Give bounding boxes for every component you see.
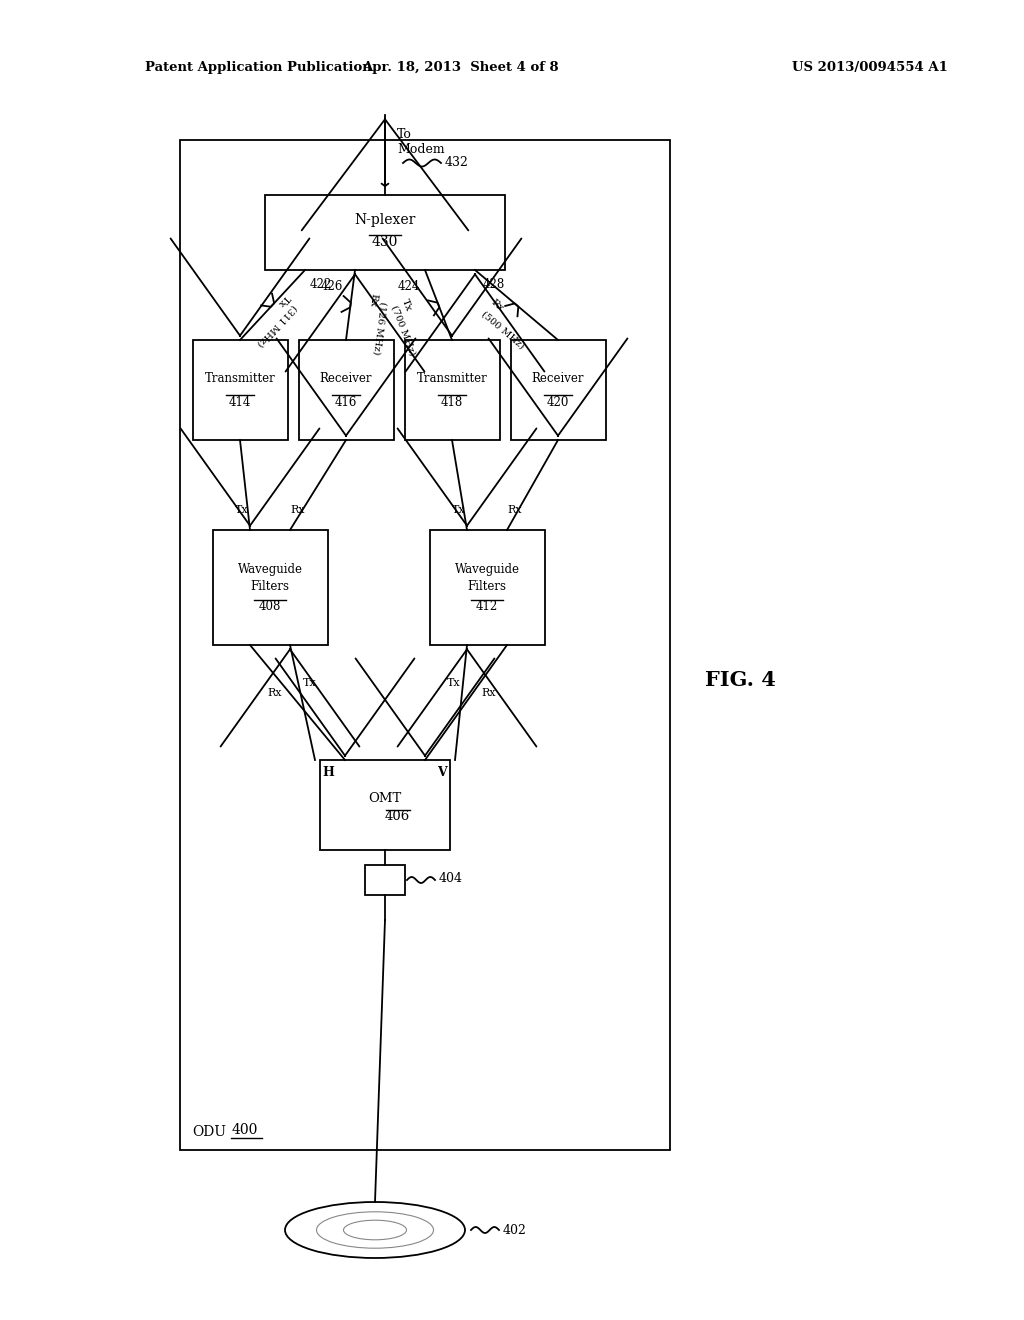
Text: 420: 420 [547, 396, 569, 408]
Text: Rx: Rx [488, 297, 505, 313]
Text: Filters: Filters [468, 581, 507, 594]
Text: Tx: Tx [303, 677, 316, 688]
Bar [213, 531, 328, 645]
Text: 416: 416 [335, 396, 357, 408]
Text: 414: 414 [228, 396, 251, 408]
Text: 406: 406 [384, 810, 410, 824]
Text: (700 MHz): (700 MHz) [389, 304, 417, 356]
Text: OMT: OMT [369, 792, 401, 805]
Ellipse shape [285, 1203, 465, 1258]
Text: Tx: Tx [275, 292, 291, 308]
Text: 430: 430 [372, 235, 398, 249]
Text: (126 MHz): (126 MHz) [372, 301, 388, 355]
Text: Rx: Rx [368, 293, 378, 308]
Text: Rx: Rx [481, 688, 497, 697]
Text: H: H [323, 766, 334, 779]
Text: 426: 426 [321, 280, 343, 293]
Text: 412: 412 [476, 601, 498, 614]
Text: (311 MHz): (311 MHz) [256, 302, 299, 347]
Text: Tx: Tx [453, 506, 466, 515]
Text: Rx: Rx [508, 506, 522, 515]
Text: 424: 424 [397, 280, 420, 293]
Text: Tx: Tx [447, 677, 461, 688]
Text: Transmitter: Transmitter [205, 371, 275, 384]
Text: Receiver: Receiver [319, 371, 373, 384]
Text: Rx: Rx [291, 506, 305, 515]
Bar [511, 341, 606, 440]
Text: US 2013/0094554 A1: US 2013/0094554 A1 [792, 62, 948, 74]
Text: V: V [437, 766, 446, 779]
Text: 408: 408 [259, 601, 282, 614]
Bar [193, 341, 288, 440]
Text: Patent Application Publication: Patent Application Publication [145, 62, 372, 74]
Text: Rx: Rx [267, 688, 282, 697]
Text: 404: 404 [439, 873, 463, 886]
Bar [180, 140, 670, 1150]
Text: To
Modem: To Modem [397, 128, 444, 156]
Text: Transmitter: Transmitter [417, 371, 487, 384]
Bar [319, 760, 450, 850]
Text: 432: 432 [445, 156, 469, 169]
Text: Waveguide: Waveguide [455, 562, 519, 576]
Text: 402: 402 [503, 1224, 527, 1237]
Text: ODU: ODU [193, 1125, 226, 1139]
Bar [265, 195, 505, 271]
Text: Receiver: Receiver [531, 371, 585, 384]
Text: 422: 422 [310, 279, 332, 290]
Text: 400: 400 [232, 1123, 258, 1137]
Bar [406, 341, 500, 440]
Text: 428: 428 [483, 279, 505, 290]
Text: Tx: Tx [236, 506, 249, 515]
Text: Waveguide: Waveguide [238, 562, 302, 576]
Text: N-plexer: N-plexer [354, 213, 416, 227]
Bar [365, 865, 406, 895]
Bar [430, 531, 545, 645]
Bar [299, 341, 394, 440]
Text: FIG. 4: FIG. 4 [705, 671, 775, 690]
Text: Tx: Tx [400, 297, 414, 313]
Text: 418: 418 [441, 396, 463, 408]
Text: Filters: Filters [251, 581, 290, 594]
Text: Apr. 18, 2013  Sheet 4 of 8: Apr. 18, 2013 Sheet 4 of 8 [361, 62, 558, 74]
Text: (500 MHz): (500 MHz) [480, 309, 526, 351]
